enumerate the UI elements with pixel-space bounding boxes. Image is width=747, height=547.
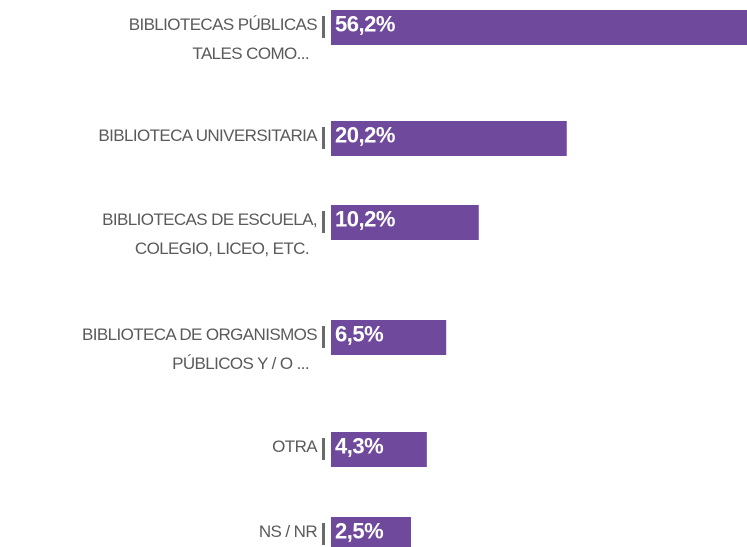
- category-label: BIBLIOTECAS DE ESCUELA,: [102, 210, 317, 229]
- category-label: BIBLIOTECA UNIVERSITARIA: [98, 126, 318, 145]
- bar: [331, 205, 479, 240]
- bar: [331, 10, 747, 45]
- category-label: BIBLIOTECAS PÚBLICAS: [129, 15, 318, 34]
- value-label: 20,2%: [335, 122, 395, 147]
- category-label: TALES COMO...: [192, 44, 309, 63]
- separator: [322, 211, 325, 233]
- category-label: PÚBLICOS Y / O ...: [172, 354, 309, 373]
- separator: [322, 438, 325, 460]
- separator: [322, 16, 325, 38]
- category-label: BIBLIOTECA DE ORGANISMOS: [82, 325, 317, 344]
- separator: [322, 523, 325, 545]
- value-label: 10,2%: [335, 206, 395, 231]
- bar: [331, 517, 411, 547]
- category-label: COLEGIO, LICEO, ETC.: [135, 239, 309, 258]
- category-label: OTRA: [272, 437, 318, 456]
- bar: [331, 432, 427, 467]
- separator: [322, 127, 325, 149]
- value-label: 2,5%: [335, 518, 383, 543]
- separator: [322, 326, 325, 348]
- value-label: 4,3%: [335, 433, 383, 458]
- bar: [331, 320, 447, 355]
- bar: [331, 121, 567, 156]
- value-label: 6,5%: [335, 321, 383, 346]
- category-label: NS / NR: [259, 522, 317, 541]
- value-label: 56,2%: [335, 11, 395, 36]
